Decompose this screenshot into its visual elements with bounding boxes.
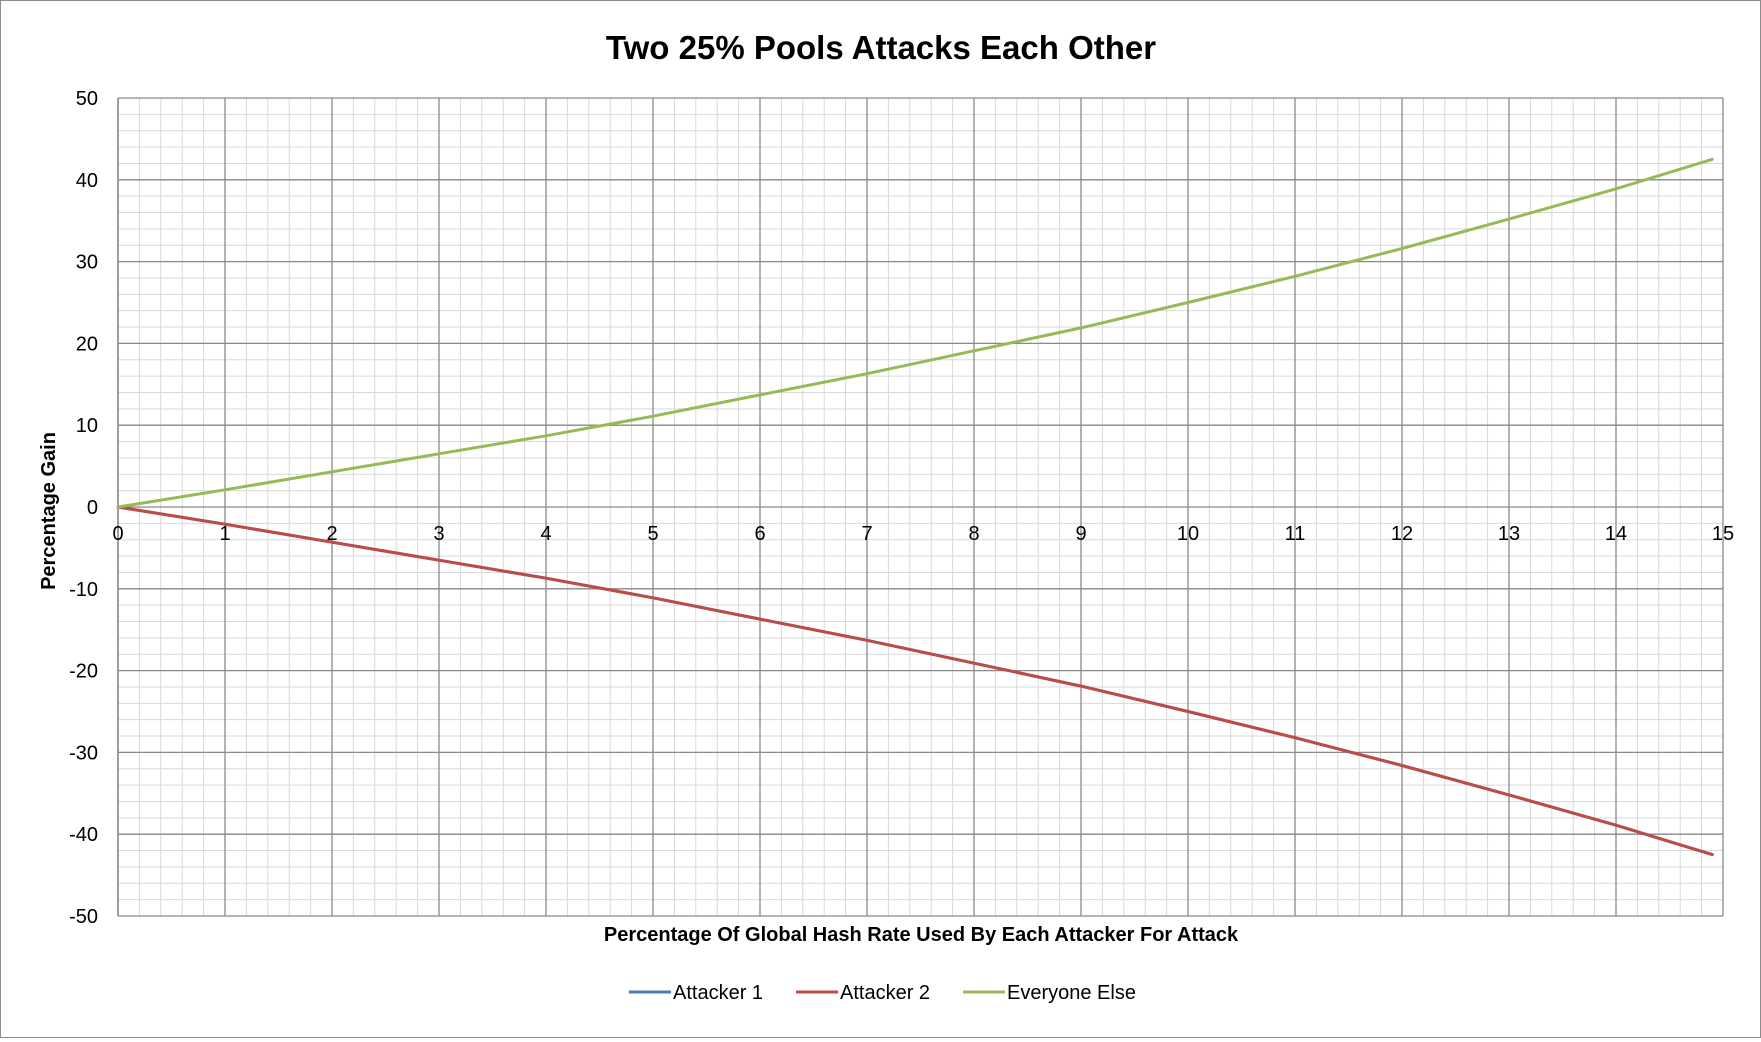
x-tick-label: 7 <box>861 523 872 545</box>
x-tick-label: 13 <box>1498 523 1520 545</box>
x-tick-label: 12 <box>1391 523 1413 545</box>
y-tick-label: 50 <box>76 88 98 110</box>
grid <box>117 97 1724 917</box>
y-tick-label: 10 <box>76 415 98 437</box>
series-line-2 <box>116 505 1714 857</box>
x-tick-label: 11 <box>1285 523 1306 545</box>
x-tick-label: 2 <box>326 523 337 545</box>
series-line-3 <box>116 157 1714 509</box>
x-tick-label: 10 <box>1177 523 1199 545</box>
x-axis-title: Percentage Of Global Hash Rate Used By E… <box>604 924 1239 946</box>
legend-label-2: Attacker 2 <box>840 982 930 1004</box>
x-tick-label: 15 <box>1712 523 1734 545</box>
legend-label-1: Attacker 1 <box>673 982 763 1004</box>
y-tick-label: 20 <box>76 333 98 355</box>
legend: Attacker 1 Attacker 2 Everyone Else <box>629 982 1136 1004</box>
x-tick-label: 9 <box>1075 523 1086 545</box>
series-lines <box>116 157 1714 857</box>
x-tick-label: 1 <box>219 523 230 545</box>
x-tick-label: 6 <box>754 523 765 545</box>
legend-label-3: Everyone Else <box>1007 982 1136 1004</box>
x-tick-label: 0 <box>112 523 123 545</box>
y-axis-title: Percentage Gain <box>38 432 60 590</box>
y-tick-label: -40 <box>69 824 98 846</box>
x-tick-label: 5 <box>647 523 658 545</box>
x-tick-label: 8 <box>968 523 979 545</box>
x-tick-label: 3 <box>433 523 444 545</box>
y-tick-label: -50 <box>69 906 98 928</box>
y-tick-label: 40 <box>76 170 98 192</box>
x-tick-label: 14 <box>1605 523 1627 545</box>
x-tick-labels: 0 1 2 3 4 5 6 7 8 9 10 11 12 13 14 15 <box>112 523 1734 545</box>
y-tick-label: 0 <box>87 497 98 519</box>
y-tick-label: 30 <box>76 252 98 274</box>
y-tick-labels: 50 40 30 20 10 0 -10 -20 -30 -40 -50 <box>69 88 98 928</box>
y-tick-label: -20 <box>69 661 98 683</box>
y-tick-label: -10 <box>69 579 98 601</box>
chart-title: Two 25% Pools Attacks Each Other <box>606 29 1156 66</box>
x-tick-label: 4 <box>540 523 551 545</box>
y-tick-label: -30 <box>69 742 98 764</box>
